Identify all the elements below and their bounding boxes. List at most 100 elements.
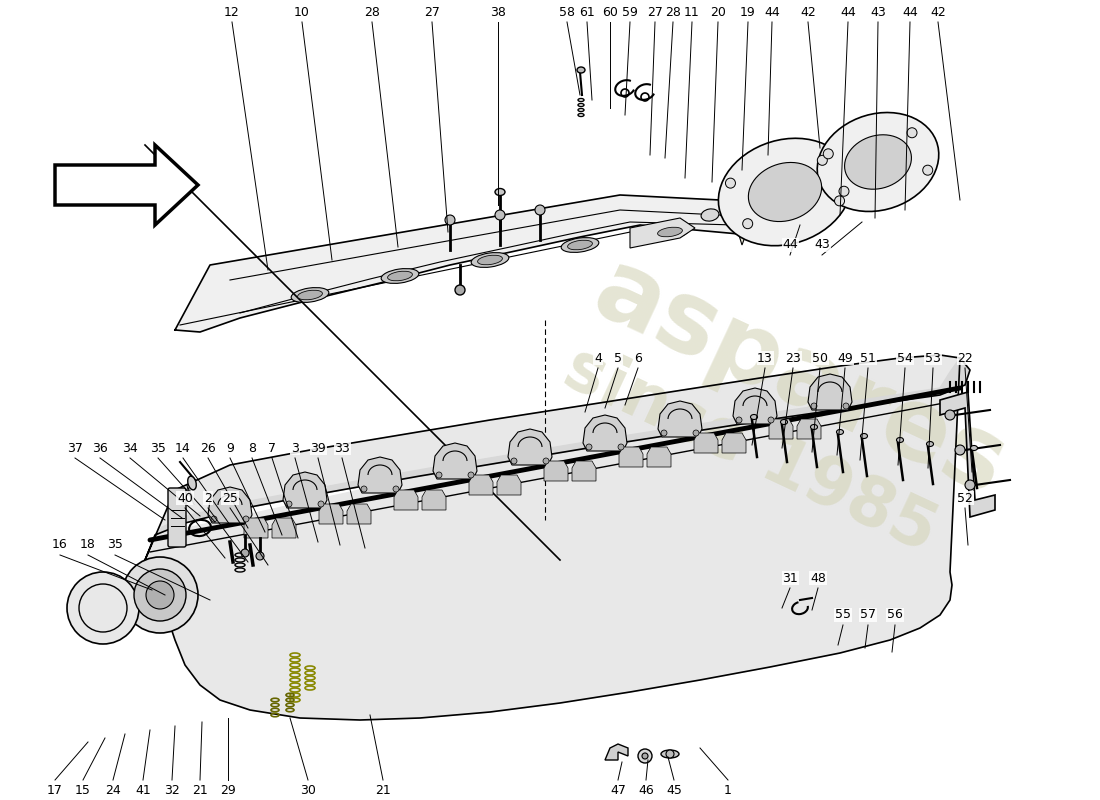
Polygon shape (244, 518, 268, 538)
Polygon shape (808, 374, 852, 410)
Polygon shape (433, 443, 477, 479)
Ellipse shape (471, 253, 509, 267)
Text: 40: 40 (177, 491, 192, 505)
Circle shape (146, 581, 174, 609)
Ellipse shape (781, 419, 788, 425)
Circle shape (211, 516, 217, 522)
Circle shape (843, 403, 849, 409)
Text: 25: 25 (222, 491, 238, 505)
Ellipse shape (382, 269, 419, 283)
Ellipse shape (926, 442, 934, 446)
Ellipse shape (568, 240, 593, 250)
Text: 20: 20 (711, 6, 726, 18)
Circle shape (446, 215, 455, 225)
Polygon shape (544, 461, 568, 481)
Circle shape (543, 458, 549, 464)
Text: 44: 44 (764, 6, 780, 18)
Text: 21: 21 (375, 783, 390, 797)
Circle shape (638, 749, 652, 763)
Circle shape (495, 210, 505, 220)
Text: 6: 6 (634, 351, 642, 365)
Text: 14: 14 (175, 442, 191, 454)
Text: 30: 30 (300, 783, 316, 797)
Text: 43: 43 (870, 6, 886, 18)
Polygon shape (718, 138, 851, 246)
Text: 47: 47 (610, 783, 626, 797)
Polygon shape (175, 195, 760, 332)
Text: 7: 7 (268, 442, 276, 454)
Text: 10: 10 (294, 6, 310, 18)
Circle shape (726, 178, 736, 188)
Circle shape (122, 557, 198, 633)
Text: 4: 4 (594, 351, 602, 365)
Polygon shape (208, 487, 252, 523)
Circle shape (642, 753, 648, 759)
Text: 52: 52 (957, 491, 972, 505)
Ellipse shape (970, 446, 978, 450)
Text: 34: 34 (122, 442, 138, 454)
Text: 2: 2 (205, 491, 212, 505)
Circle shape (256, 552, 264, 560)
Text: 16: 16 (52, 538, 68, 551)
Ellipse shape (811, 425, 817, 430)
Circle shape (908, 128, 917, 138)
Text: 39: 39 (310, 442, 326, 454)
Circle shape (393, 486, 399, 492)
Circle shape (923, 165, 933, 175)
Polygon shape (508, 429, 552, 465)
FancyBboxPatch shape (168, 488, 186, 547)
Text: 44: 44 (782, 238, 797, 251)
Circle shape (736, 417, 743, 423)
Text: 13: 13 (757, 351, 773, 365)
Polygon shape (469, 475, 493, 495)
Text: since 1985: since 1985 (553, 335, 947, 565)
Text: 46: 46 (638, 783, 653, 797)
Polygon shape (722, 433, 746, 453)
Circle shape (768, 417, 774, 423)
Text: 60: 60 (602, 6, 618, 18)
Ellipse shape (188, 476, 196, 490)
Circle shape (243, 516, 249, 522)
Text: 57: 57 (860, 609, 876, 622)
Circle shape (965, 480, 975, 490)
Polygon shape (145, 355, 970, 720)
Circle shape (455, 285, 465, 295)
Text: 44: 44 (840, 6, 856, 18)
Ellipse shape (292, 287, 329, 302)
Ellipse shape (701, 209, 719, 221)
Text: 55: 55 (835, 609, 851, 622)
Text: 28: 28 (666, 6, 681, 18)
Text: 33: 33 (334, 442, 350, 454)
Polygon shape (394, 490, 418, 510)
Polygon shape (55, 145, 198, 225)
Text: 50: 50 (812, 351, 828, 365)
Polygon shape (283, 472, 327, 508)
Ellipse shape (860, 434, 868, 438)
Text: aspares: aspares (579, 242, 1021, 518)
Polygon shape (798, 419, 821, 439)
Text: 58: 58 (559, 6, 575, 18)
Text: 27: 27 (647, 6, 663, 18)
Ellipse shape (495, 189, 505, 195)
Circle shape (835, 196, 845, 206)
Circle shape (811, 403, 817, 409)
Polygon shape (630, 218, 695, 248)
Text: 42: 42 (931, 6, 946, 18)
Polygon shape (319, 504, 343, 524)
Ellipse shape (658, 227, 682, 237)
Polygon shape (658, 401, 702, 437)
Text: 15: 15 (75, 783, 91, 797)
Text: 3: 3 (292, 442, 299, 454)
Text: 1: 1 (724, 783, 732, 797)
Ellipse shape (750, 414, 758, 419)
Ellipse shape (477, 255, 503, 265)
Circle shape (286, 501, 292, 507)
Text: 29: 29 (220, 783, 235, 797)
Circle shape (823, 149, 834, 159)
Circle shape (955, 445, 965, 455)
Text: 43: 43 (814, 238, 829, 251)
Ellipse shape (836, 430, 844, 434)
Text: 37: 37 (67, 442, 82, 454)
Text: 22: 22 (957, 351, 972, 365)
Text: 17: 17 (47, 783, 63, 797)
